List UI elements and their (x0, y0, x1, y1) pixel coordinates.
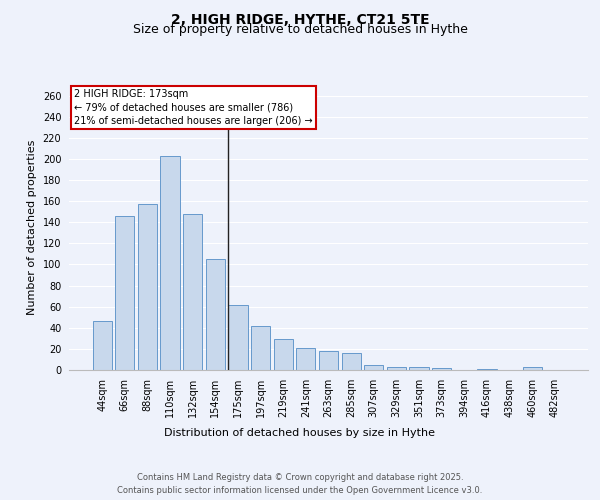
Bar (251, 326, 270, 370)
Bar (296, 348, 316, 370)
Bar (364, 364, 383, 370)
Bar (523, 367, 542, 370)
Text: Contains HM Land Registry data © Crown copyright and database right 2025.
Contai: Contains HM Land Registry data © Crown c… (118, 474, 482, 495)
Text: 2 HIGH RIDGE: 173sqm
← 79% of detached houses are smaller (786)
21% of semi-deta: 2 HIGH RIDGE: 173sqm ← 79% of detached h… (74, 90, 313, 126)
Text: Distribution of detached houses by size in Hythe: Distribution of detached houses by size … (164, 428, 436, 438)
Text: 2, HIGH RIDGE, HYTHE, CT21 5TE: 2, HIGH RIDGE, HYTHE, CT21 5TE (170, 12, 430, 26)
Bar (387, 367, 406, 370)
Bar (183, 214, 202, 370)
Bar (206, 259, 225, 370)
Bar (477, 369, 497, 370)
Bar (319, 351, 338, 370)
Bar (409, 367, 428, 370)
Y-axis label: Number of detached properties: Number of detached properties (27, 140, 37, 315)
Bar (138, 204, 157, 370)
Bar (274, 340, 293, 370)
Bar (115, 216, 134, 370)
Bar (341, 353, 361, 370)
Bar (160, 156, 180, 370)
Bar (229, 304, 248, 370)
Bar (432, 368, 451, 370)
Bar (92, 322, 112, 370)
Text: Size of property relative to detached houses in Hythe: Size of property relative to detached ho… (133, 22, 467, 36)
